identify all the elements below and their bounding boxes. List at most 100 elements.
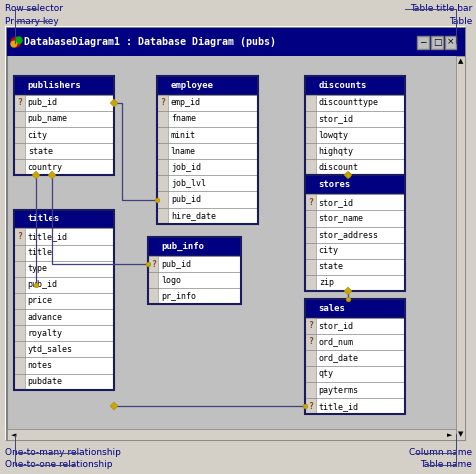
Bar (305, 299, 405, 414)
Bar (456, 56, 464, 440)
Bar (14, 245, 114, 261)
Text: Column name: Column name (408, 448, 471, 457)
Bar (7, 429, 456, 440)
Bar (157, 127, 257, 143)
Text: logo: logo (161, 276, 181, 284)
Bar (305, 398, 315, 414)
Text: ?: ? (307, 198, 312, 207)
Text: emp_id: emp_id (170, 99, 200, 107)
Bar (148, 272, 158, 288)
Text: title_id: title_id (28, 232, 68, 241)
Bar (157, 159, 168, 175)
Bar (14, 341, 25, 357)
Text: qty: qty (318, 370, 333, 378)
Text: ytd_sales: ytd_sales (28, 345, 72, 354)
Bar (305, 194, 405, 210)
Text: stor_id: stor_id (318, 198, 353, 207)
Bar (305, 318, 315, 334)
Text: titles: titles (28, 215, 60, 223)
Bar (14, 357, 114, 374)
Bar (305, 175, 405, 194)
Bar (305, 76, 405, 175)
Bar (14, 293, 114, 309)
Bar (148, 272, 240, 288)
Bar (305, 318, 405, 334)
Bar (305, 350, 405, 366)
Bar (305, 127, 315, 143)
Text: stores: stores (318, 181, 350, 189)
Text: state: state (28, 147, 52, 155)
Bar (14, 143, 25, 159)
Text: minit: minit (170, 131, 195, 139)
Bar (157, 143, 257, 159)
Bar (157, 111, 168, 127)
Text: stor_address: stor_address (318, 230, 378, 239)
Bar (305, 194, 315, 210)
Bar (148, 288, 240, 304)
Text: notes: notes (28, 361, 52, 370)
Text: ►: ► (446, 432, 452, 438)
Bar (157, 76, 257, 224)
Bar (305, 334, 405, 350)
Bar (305, 366, 315, 382)
Bar (14, 277, 25, 293)
Text: city: city (318, 246, 338, 255)
Text: highqty: highqty (318, 147, 353, 155)
Bar (305, 259, 315, 275)
Text: zip: zip (318, 279, 333, 287)
Text: pr_info: pr_info (161, 292, 196, 301)
Bar (14, 309, 114, 325)
Bar (148, 288, 158, 304)
Circle shape (15, 37, 22, 44)
Bar (157, 175, 168, 191)
Bar (305, 127, 405, 143)
Text: ?: ? (307, 321, 312, 330)
Text: ▼: ▼ (457, 431, 463, 437)
Text: hire_date: hire_date (170, 211, 215, 220)
Bar (7, 28, 464, 440)
Bar (305, 243, 405, 259)
Bar (157, 159, 257, 175)
Bar (157, 208, 168, 224)
Text: advance: advance (28, 313, 62, 321)
Text: DatabaseDiagram1 : Database Diagram (pubs): DatabaseDiagram1 : Database Diagram (pub… (24, 37, 275, 47)
Bar (7, 28, 464, 440)
Bar (305, 227, 405, 243)
Bar (305, 111, 315, 127)
Text: ◄: ◄ (11, 432, 17, 438)
Text: ▲: ▲ (457, 59, 463, 64)
Bar (157, 76, 257, 95)
Bar (14, 127, 25, 143)
Text: discounttype: discounttype (318, 99, 378, 107)
Bar (305, 227, 315, 243)
Text: lowqty: lowqty (318, 131, 348, 139)
Bar (14, 76, 114, 95)
Bar (14, 127, 114, 143)
Text: payterms: payterms (318, 386, 358, 394)
Bar (14, 309, 25, 325)
Bar (14, 374, 114, 390)
Bar (305, 95, 405, 111)
Bar (14, 261, 114, 277)
Text: ?: ? (307, 337, 312, 346)
Bar (14, 159, 114, 175)
Text: −: − (418, 38, 426, 46)
Bar (305, 159, 315, 175)
Bar (430, 36, 442, 49)
Bar (305, 366, 405, 382)
Bar (305, 76, 405, 95)
Bar (305, 143, 315, 159)
Text: pub_id: pub_id (28, 281, 58, 289)
Bar (305, 95, 315, 111)
Bar (157, 191, 257, 208)
Bar (305, 382, 315, 398)
Text: job_lvl: job_lvl (170, 179, 205, 188)
Bar (148, 256, 240, 272)
Bar (14, 325, 114, 341)
Text: pubdate: pubdate (28, 377, 62, 386)
Text: Table: Table (448, 17, 471, 26)
Text: royalty: royalty (28, 329, 62, 337)
Bar (14, 159, 25, 175)
Bar (14, 228, 25, 245)
Text: pub_id: pub_id (170, 195, 200, 204)
